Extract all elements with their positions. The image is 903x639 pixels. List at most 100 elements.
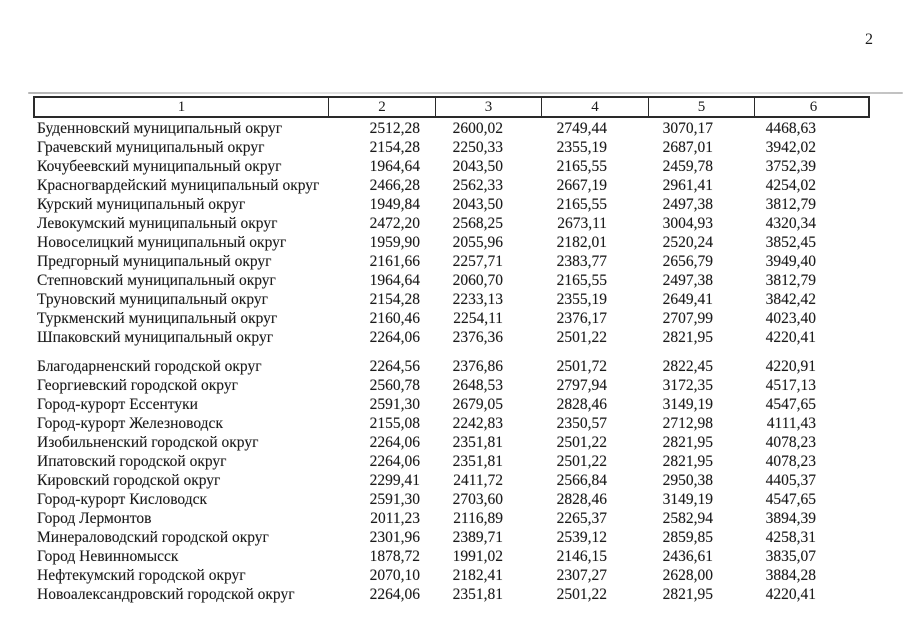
row-value-cell-3: 2043,50 (452, 196, 503, 213)
table-row: Ипатовский городской округ 2264,06 2351,… (33, 452, 870, 471)
table-row: Красногвардейский муниципальный округ 24… (33, 176, 870, 195)
row-value-cell-5: 2961,41 (662, 177, 713, 194)
row-value-cell-3: 2568,25 (452, 215, 503, 232)
row-name-cell: Город-курорт Ессентуки (37, 396, 198, 413)
row-value-cell-2: 1949,84 (369, 196, 420, 213)
row-name-cell: Новоселицкий муниципальный округ (37, 234, 287, 251)
row-value-cell-5: 3149,19 (662, 491, 713, 508)
column-header-4: 4 (542, 98, 649, 116)
row-value-cell-4: 2673,11 (557, 215, 607, 232)
row-value-cell-5: 3172,35 (662, 377, 713, 394)
row-value-cell-2: 2161,66 (369, 253, 420, 270)
row-name-cell: Кочубеевский муниципальный округ (37, 158, 282, 175)
row-value-cell-5: 2821,95 (662, 453, 713, 470)
table-header-row: 1 2 3 4 5 6 (33, 96, 870, 118)
row-value-cell-5: 2821,95 (662, 329, 713, 346)
row-value-cell-4: 2501,22 (556, 586, 607, 603)
row-value-cell-6: 3884,28 (765, 567, 816, 584)
row-value-cell-5: 2821,95 (662, 434, 713, 451)
row-value-cell-2: 1878,72 (369, 548, 420, 565)
row-value-cell-5: 3070,17 (662, 120, 713, 137)
row-value-cell-3: 2679,05 (452, 396, 503, 413)
row-value-cell-2: 2466,28 (369, 177, 420, 194)
row-value-cell-2: 2155,08 (369, 415, 420, 432)
table-row: Буденновский муниципальный округ 2512,28… (33, 119, 870, 138)
row-name-cell: Буденновский муниципальный округ (37, 120, 283, 137)
table-row: Труновский муниципальный округ 2154,28 2… (33, 290, 870, 309)
table-row: Город-курорт Ессентуки 2591,30 2679,05 2… (33, 395, 870, 414)
row-value-cell-2: 2560,78 (369, 377, 420, 394)
row-value-cell-2: 2264,06 (369, 329, 420, 346)
row-value-cell-2: 2301,96 (369, 529, 420, 546)
row-value-cell-3: 2055,96 (452, 234, 503, 251)
row-name-cell: Город-курорт Кисловодск (37, 491, 208, 508)
row-value-cell-2: 2011,23 (370, 510, 420, 527)
row-value-cell-4: 2355,19 (556, 139, 607, 156)
table-row: Нефтекумский городской округ 2070,10 218… (33, 566, 870, 585)
row-value-cell-2: 2264,06 (369, 453, 420, 470)
row-value-cell-6: 4220,91 (765, 358, 816, 375)
table-group: Буденновский муниципальный округ 2512,28… (33, 119, 870, 347)
row-value-cell-2: 1964,64 (369, 272, 420, 289)
table-row: Город-курорт Железноводск 2155,08 2242,8… (33, 414, 870, 433)
row-value-cell-4: 2501,22 (556, 453, 607, 470)
row-value-cell-2: 2160,46 (369, 310, 420, 327)
row-value-cell-4: 2376,17 (556, 310, 607, 327)
row-value-cell-6: 3752,39 (765, 158, 816, 175)
row-value-cell-4: 2828,46 (556, 491, 607, 508)
row-value-cell-6: 3894,39 (765, 510, 816, 527)
table-row: Предгорный муниципальный округ 2161,66 2… (33, 252, 870, 271)
row-value-cell-4: 2383,77 (556, 253, 607, 270)
row-value-cell-2: 1964,64 (369, 158, 420, 175)
row-value-cell-4: 2797,94 (556, 377, 607, 394)
table-row: Новоалександровский городской округ 2264… (33, 585, 870, 604)
row-value-cell-3: 2389,71 (452, 529, 503, 546)
row-value-cell-2: 2512,28 (369, 120, 420, 137)
row-value-cell-3: 2254,11 (453, 310, 503, 327)
row-value-cell-6: 4078,23 (765, 453, 816, 470)
column-header-2: 2 (329, 98, 436, 116)
row-value-cell-6: 4023,40 (765, 310, 816, 327)
row-value-cell-4: 2165,55 (556, 158, 607, 175)
row-name-cell: Город Невинномысск (37, 548, 179, 565)
row-value-cell-6: 3812,79 (765, 272, 816, 289)
row-value-cell-2: 2070,10 (369, 567, 420, 584)
table-row: Благодарненский городской округ 2264,56 … (33, 357, 870, 376)
row-name-cell: Изобильненский городской округ (37, 434, 259, 451)
row-value-cell-2: 2264,56 (369, 358, 420, 375)
row-value-cell-3: 2703,60 (452, 491, 503, 508)
table-row: Степновский муниципальный округ 1964,64 … (33, 271, 870, 290)
row-value-cell-6: 4405,37 (765, 472, 816, 489)
row-value-cell-6: 4258,31 (765, 529, 816, 546)
row-name-cell: Новоалександровский городской округ (37, 586, 295, 603)
row-value-cell-3: 2257,71 (452, 253, 503, 270)
row-value-cell-6: 3812,79 (765, 196, 816, 213)
row-value-cell-3: 2376,86 (452, 358, 503, 375)
row-name-cell: Левокумский муниципальный округ (37, 215, 278, 232)
table-row: Город-курорт Кисловодск 2591,30 2703,60 … (33, 490, 870, 509)
scan-artifact-line (28, 92, 903, 94)
row-value-cell-4: 2501,22 (556, 329, 607, 346)
row-value-cell-2: 2154,28 (369, 139, 420, 156)
row-value-cell-6: 4547,65 (765, 396, 816, 413)
row-value-cell-3: 2043,50 (452, 158, 503, 175)
table-row: Шпаковский муниципальный округ 2264,06 2… (33, 328, 870, 347)
row-value-cell-4: 2146,15 (556, 548, 607, 565)
row-value-cell-6: 3842,42 (765, 291, 816, 308)
column-header-1: 1 (35, 98, 329, 116)
tariff-table: 1 2 3 4 5 6 Буденновский муниципальный о… (33, 96, 870, 604)
row-name-cell: Нефтекумский городской округ (37, 567, 246, 584)
row-value-cell-3: 2182,41 (452, 567, 503, 584)
row-name-cell: Туркменский муниципальный округ (37, 310, 278, 327)
row-value-cell-3: 2562,33 (452, 177, 503, 194)
row-value-cell-5: 2822,45 (662, 358, 713, 375)
table-body: Буденновский муниципальный округ 2512,28… (33, 119, 870, 604)
table-row: Город Невинномысск 1878,72 1991,02 2146,… (33, 547, 870, 566)
row-value-cell-5: 2712,98 (662, 415, 713, 432)
row-name-cell: Красногвардейский муниципальный округ (37, 177, 320, 194)
row-value-cell-6: 4468,63 (765, 120, 816, 137)
row-value-cell-2: 2299,41 (369, 472, 420, 489)
row-value-cell-4: 2749,44 (556, 120, 607, 137)
row-value-cell-3: 2600,02 (452, 120, 503, 137)
row-value-cell-3: 2351,81 (452, 453, 503, 470)
